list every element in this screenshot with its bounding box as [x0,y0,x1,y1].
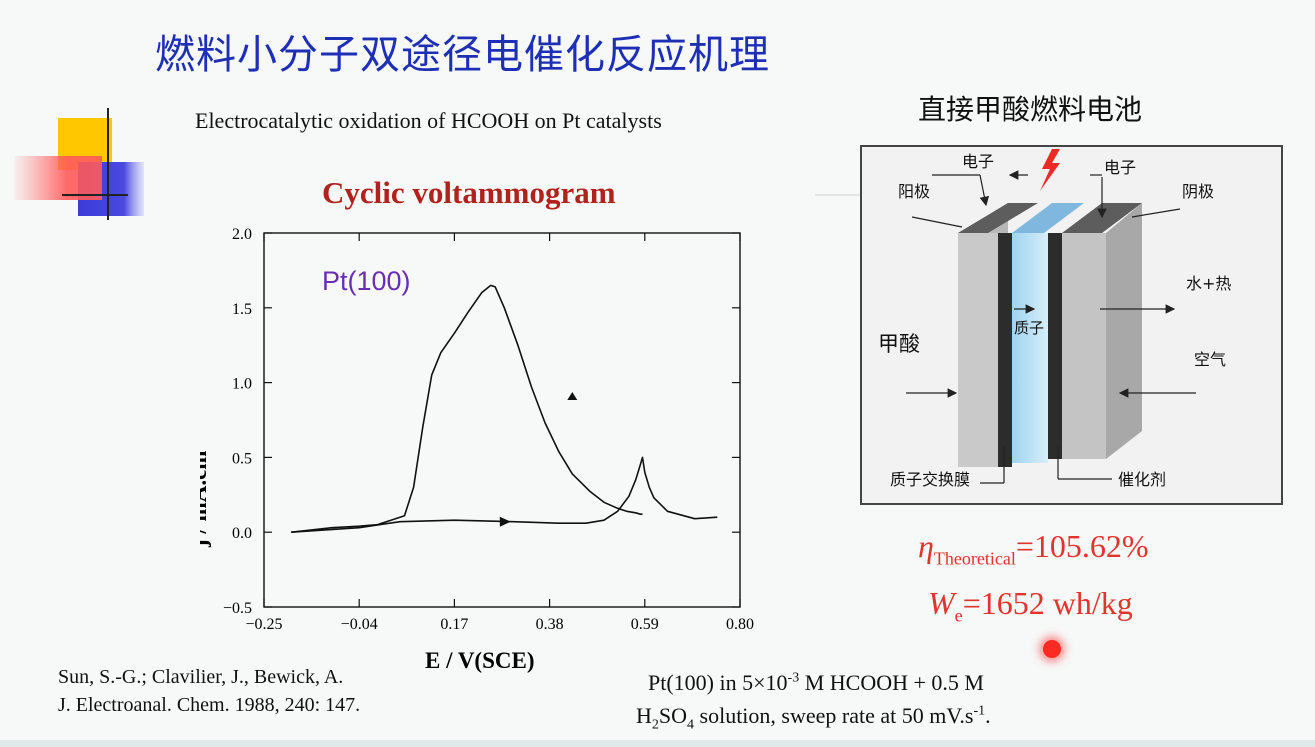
plot-border [263,232,741,608]
cond-l2-sup: -1 [973,703,986,719]
cond-l2-a: H [636,703,652,728]
sweep-arrows [499,392,578,527]
cond-l1-sup: -3 [787,670,800,686]
x-tick-label: 0.38 [536,616,564,633]
plot-frame [263,232,741,608]
y-tick-label: 2.0 [232,226,252,243]
anode-block-front [958,233,998,467]
cond-l1-a: Pt(100) in 5×10 [648,670,788,695]
y-axis-label-text: j / mA.cm [200,451,211,548]
cond-l1-b: M HCOOH + 0.5 M [799,670,984,695]
cond-l2-b: SO [658,703,688,728]
x-tick-label: 0.59 [631,616,659,633]
we-value: =1652 wh/kg [962,585,1133,621]
decorative-squares [14,108,144,220]
x-tick-label: −0.25 [245,616,282,633]
label-proton: 质子 [1014,319,1044,337]
energy-density-formula: We=1652 wh/kg [928,585,1133,626]
anode-pointer [911,216,963,228]
cathode-block-side [1106,203,1142,459]
cathode-catalyst-layer [1048,233,1062,459]
label-cathode: 阴极 [1182,182,1214,201]
cathode-block-front [1062,233,1106,459]
reference-authors: Sun, S.-G.; Clavilier, J., Bewick, A. [58,666,344,688]
slide-subtitle: Electrocatalytic oxidation of HCOOH on P… [195,108,662,133]
sweep-arrow [567,392,578,401]
chart-title: Cyclic voltammogram [322,175,616,210]
cond-l2-c: solution, sweep rate at 50 mV.s [694,703,974,728]
y-axis-label-group: j / mA.cm-2 [200,438,211,548]
cv-curves [291,284,718,533]
fuel-cell-title: 直接甲酸燃料电池 [918,93,1143,126]
conditions-line-2: H2SO4 solution, sweep rate at 50 mV.s-1. [636,703,991,733]
label-formic-acid: 甲酸 [878,332,920,356]
label-water-heat: 水+热 [1186,274,1231,293]
y-axis-label: j / mA.cm-2 [200,438,211,548]
laser-pointer-dot [1043,640,1061,658]
forward-sweep-line [291,284,643,533]
cond-l2-d: . [985,703,991,728]
cathode-pointer [1131,208,1181,218]
fuel-cell-illustration: 电子 电子 阳极 阴极 水+热 质子 空气 质子交换膜 催化剂 甲酸 [878,149,1231,489]
x-tick-label: 0.80 [726,616,754,633]
anode-catalyst-layer [998,233,1012,467]
conditions-line-1: Pt(100) in 5×10-3 M HCOOH + 0.5 M [648,670,984,696]
axis-ticks: −0.25 −0.04 0.17 0.38 0.59 0.80 2.0 1.5 1.0 0.5 0.… [223,226,754,633]
efficiency-formula: ηTheoretical=105.62% [918,528,1149,569]
fuel-cell-diagram: 电子 电子 阳极 阴极 水+热 质子 空气 质子交换膜 催化剂 甲酸 [860,145,1283,505]
label-electron-left: 电子 [962,152,994,171]
cond-l2-sub: 2 [651,717,659,733]
y-tick-label: 1.0 [232,376,252,393]
y-tick-label: 0.0 [232,525,252,542]
label-electron-right: 电子 [1104,158,1136,177]
x-tick-label: 0.17 [440,616,468,633]
lightning-icon [1040,149,1060,191]
anode-block-top [958,203,1038,233]
slide-title: 燃料小分子双途径电催化反应机理 [155,32,770,78]
cond-l2-sub2: 4 [687,717,695,733]
membrane-top [1012,203,1084,233]
x-axis-label: E / V(SCE) [425,648,535,673]
bottom-strip [0,740,1315,747]
we-symbol: W [928,585,955,621]
proton-exchange-membrane [1012,233,1048,463]
x-tick-label: −0.04 [341,616,378,633]
eta-symbol: η [918,528,934,564]
label-membrane: 质子交换膜 [890,470,970,489]
pt100-annotation: Pt(100) [322,266,411,296]
we-subscript: e [954,605,963,626]
eta-subscript: Theoretical [933,548,1016,569]
connector-line [815,194,863,196]
y-tick-label: 1.5 [232,301,252,318]
reference-journal: J. Electroanal. Chem. 1988, 240: 147. [58,694,361,716]
reverse-sweep-line [291,456,718,533]
y-tick-label: 0.5 [232,450,252,467]
cyclic-voltammogram-chart: −0.25 −0.04 0.17 0.38 0.59 0.80 2.0 1.5 1.0 0.5 0.… [200,226,754,673]
y-tick-label: −0.5 [223,600,252,617]
electron-left-arrow [979,174,990,207]
label-air: 空气 [1194,350,1226,369]
label-catalyst: 催化剂 [1118,470,1166,489]
label-anode: 阳极 [898,182,930,201]
eta-value: =105.62% [1015,528,1149,564]
sweep-arrow [499,516,511,527]
